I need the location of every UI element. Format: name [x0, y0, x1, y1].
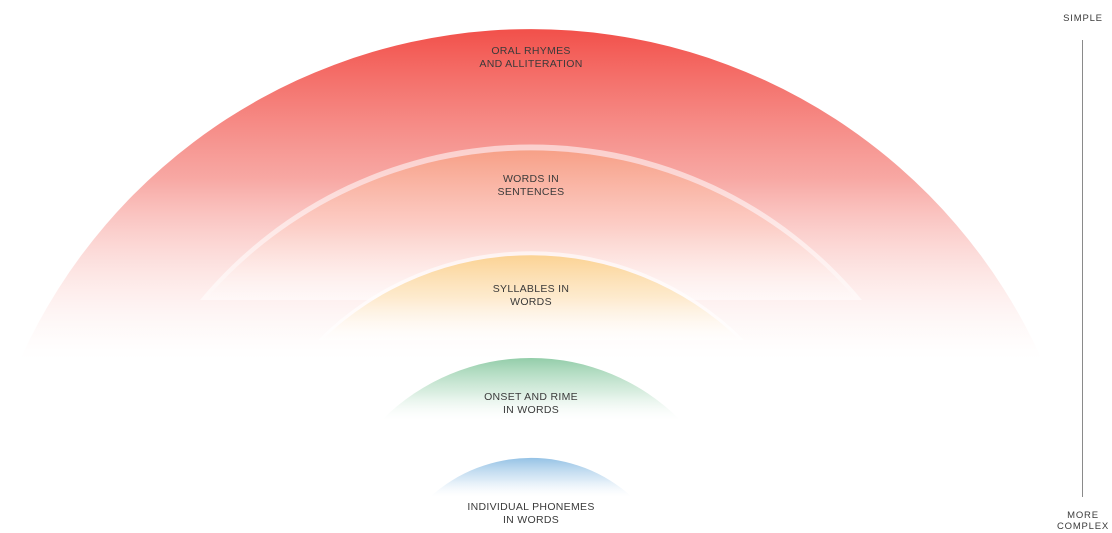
label-oral-rhymes-line2: AND ALLITERATION: [479, 58, 583, 70]
scale-more: MORE: [1067, 510, 1099, 521]
label-syllables-in-words-line1: SYLLABLES IN: [492, 283, 570, 295]
label-onset-and-rime: ONSET AND RIME IN WORDS: [401, 391, 661, 417]
label-oral-rhymes: ORAL RHYMES AND ALLITERATION: [401, 45, 661, 71]
arc-words-in-sentences: [205, 150, 857, 300]
complexity-scale-line: [1082, 40, 1083, 497]
label-syllables-in-words-line2: WORDS: [510, 296, 552, 308]
arc-syllables-in-words: [322, 255, 740, 340]
label-words-in-sentences-line1: WORDS IN: [502, 173, 560, 185]
scale-top-label: SIMPLE: [1043, 13, 1112, 24]
label-individual-phonemes: INDIVIDUAL PHONEMES IN WORDS: [401, 501, 661, 527]
label-syllables-in-words: SYLLABLES IN WORDS: [401, 283, 661, 309]
label-individual-phonemes-line1: INDIVIDUAL PHONEMES: [467, 501, 595, 513]
label-words-in-sentences-line2: SENTENCES: [497, 186, 565, 198]
arc-onset-and-rime: [382, 357, 680, 420]
scale-complex: COMPLEX: [1056, 521, 1110, 532]
label-onset-and-rime-line1: ONSET AND RIME: [484, 391, 578, 403]
scale-bottom-label: MORE COMPLEX: [1043, 510, 1112, 532]
label-individual-phonemes-line2: IN WORDS: [502, 514, 560, 526]
label-words-in-sentences: WORDS IN SENTENCES: [401, 173, 661, 199]
scale-simple: SIMPLE: [1063, 13, 1103, 24]
label-oral-rhymes-line1: ORAL RHYMES: [491, 45, 571, 57]
label-onset-and-rime-line2: IN WORDS: [502, 404, 560, 416]
arc-individual-phonemes: [430, 457, 632, 497]
